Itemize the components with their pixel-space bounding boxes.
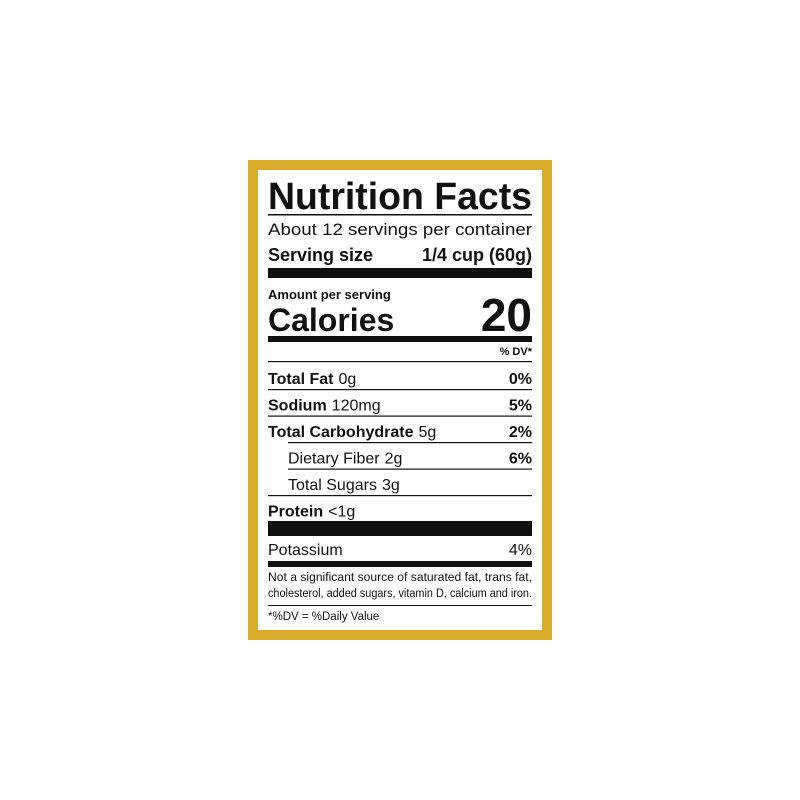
rule	[268, 361, 532, 363]
servings: About 12 servings per container	[268, 220, 532, 239]
calories-value: 20	[481, 289, 532, 341]
nutrient-amount: 0g	[338, 371, 356, 388]
nutrient-name: Total Fat	[268, 371, 334, 388]
medium-bar	[268, 336, 532, 342]
nutrient-name: Dietary Fiber	[288, 451, 380, 468]
serving-size-label: Serving size	[268, 245, 373, 265]
potassium-name: Potassium	[268, 542, 343, 559]
nutrient-row: Sodium 120mg	[268, 398, 381, 415]
nutrient-amount: 3g	[382, 477, 400, 494]
nutrient-row: Total Sugars 3g	[288, 477, 400, 494]
footnote: Not a significant source of saturated fa…	[268, 572, 532, 584]
thick-bar	[268, 268, 532, 278]
potassium-dv: 4%	[509, 542, 532, 559]
nutrient-amount: <1g	[328, 504, 355, 521]
rule	[288, 442, 532, 444]
footnote: cholesterol, added sugars, vitamin D, ca…	[268, 588, 532, 600]
calories-label: Calories	[268, 302, 394, 338]
rule	[268, 389, 532, 391]
nutrient-amount: 120mg	[332, 398, 381, 415]
rule	[268, 495, 532, 497]
rule	[288, 468, 532, 470]
nutrient-row: Protein <1g	[268, 504, 355, 521]
nutrient-name: Total Sugars	[288, 477, 377, 494]
nutrient-dv: 5%	[509, 398, 532, 415]
nutrient-dv: 6%	[509, 451, 532, 468]
nutrient-name: Sodium	[268, 398, 327, 415]
amount-per-serving: Amount per serving	[268, 287, 391, 302]
nutrient-name: Protein	[268, 504, 323, 521]
nutrient-amount: 2g	[385, 451, 403, 468]
thick-bar	[268, 521, 532, 536]
rule	[268, 605, 532, 606]
nutrient-amount: 5g	[419, 424, 437, 441]
nutrient-row: Total Carbohydrate 5g	[268, 424, 436, 441]
nutrient-row: Dietary Fiber 2g	[288, 451, 402, 468]
dv-header: % DV*	[500, 346, 533, 358]
medium-bar	[268, 561, 532, 567]
nutrient-dv: 0%	[509, 371, 532, 388]
dv-note: *%DV = %Daily Value	[268, 611, 379, 623]
title: Nutrition Facts	[268, 176, 532, 218]
rule	[268, 415, 532, 417]
label-panel	[258, 170, 542, 630]
nutrient-row: Total Fat 0g	[268, 371, 356, 388]
nutrient-dv: 2%	[509, 424, 532, 441]
nutrient-name: Total Carbohydrate	[268, 424, 414, 441]
serving-size: 1/4 cup (60g)	[422, 245, 532, 265]
rule	[268, 214, 532, 216]
